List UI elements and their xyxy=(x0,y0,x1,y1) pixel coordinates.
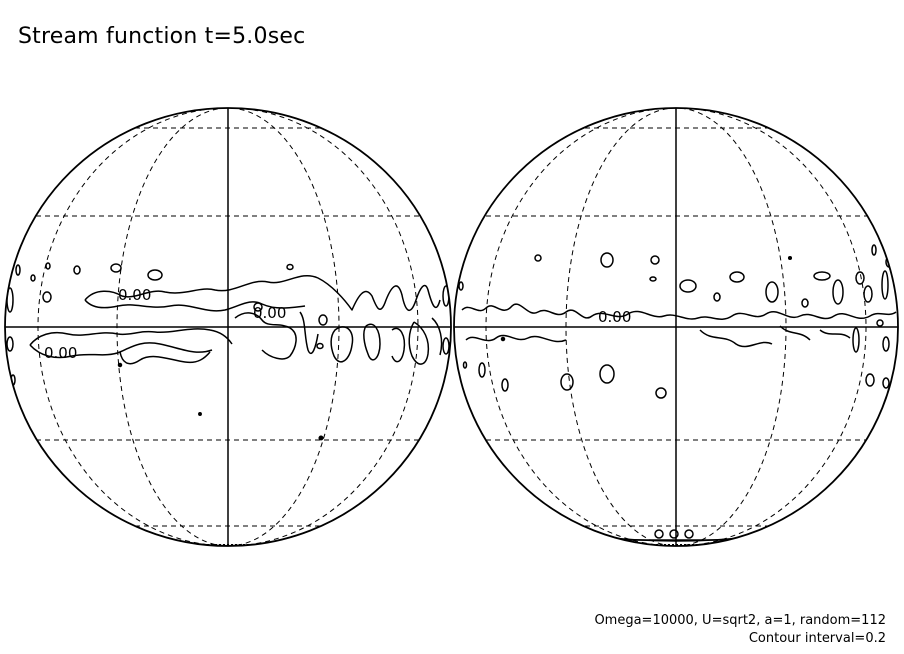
contour-label: 0.00 xyxy=(44,344,77,362)
left-globe-outline xyxy=(4,107,452,547)
parameters-caption: Omega=10000, U=sqrt2, a=1, random=112 xyxy=(594,613,886,628)
right-contours xyxy=(458,244,897,539)
contour-label: 0.00 xyxy=(118,286,151,304)
right-hemisphere: 0.00 xyxy=(453,107,899,547)
figure-title: Stream function t=5.0sec xyxy=(18,24,306,49)
contour-label: 0.00 xyxy=(253,304,286,322)
right-globe-outline xyxy=(453,107,899,547)
left-hemisphere: 0.00 0.00 0.00 xyxy=(4,107,452,547)
contour-label: 0.00 xyxy=(598,308,631,326)
contour-interval-caption: Contour interval=0.2 xyxy=(748,631,886,646)
